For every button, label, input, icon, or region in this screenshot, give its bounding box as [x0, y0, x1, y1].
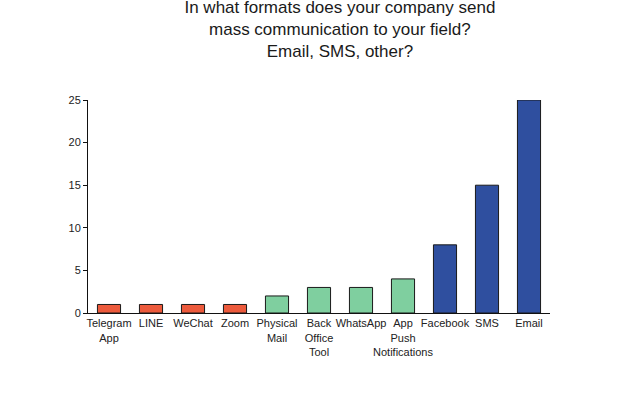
svg-text:15: 15	[69, 179, 81, 191]
svg-text:TelegramApp: TelegramApp	[86, 317, 131, 343]
svg-text:WhatsApp: WhatsApp	[336, 317, 387, 329]
svg-text:BackOfficeTool: BackOfficeTool	[305, 317, 334, 358]
svg-text:WeChat: WeChat	[173, 317, 213, 329]
svg-text:Email: Email	[515, 317, 543, 329]
svg-text:PhysicalMail: PhysicalMail	[257, 317, 298, 343]
svg-text:In what formats does your comp: In what formats does your company sendma…	[184, 0, 495, 61]
svg-text:5: 5	[75, 264, 81, 276]
svg-text:Facebook: Facebook	[421, 317, 470, 329]
svg-text:AppPushNotifications: AppPushNotifications	[373, 317, 433, 358]
svg-text:LINE: LINE	[139, 317, 163, 329]
svg-text:Zoom: Zoom	[221, 317, 249, 329]
svg-text:0: 0	[75, 307, 81, 319]
svg-text:20: 20	[69, 136, 81, 148]
svg-text:10: 10	[69, 222, 81, 234]
svg-text:SMS: SMS	[475, 317, 499, 329]
svg-text:25: 25	[69, 94, 81, 106]
